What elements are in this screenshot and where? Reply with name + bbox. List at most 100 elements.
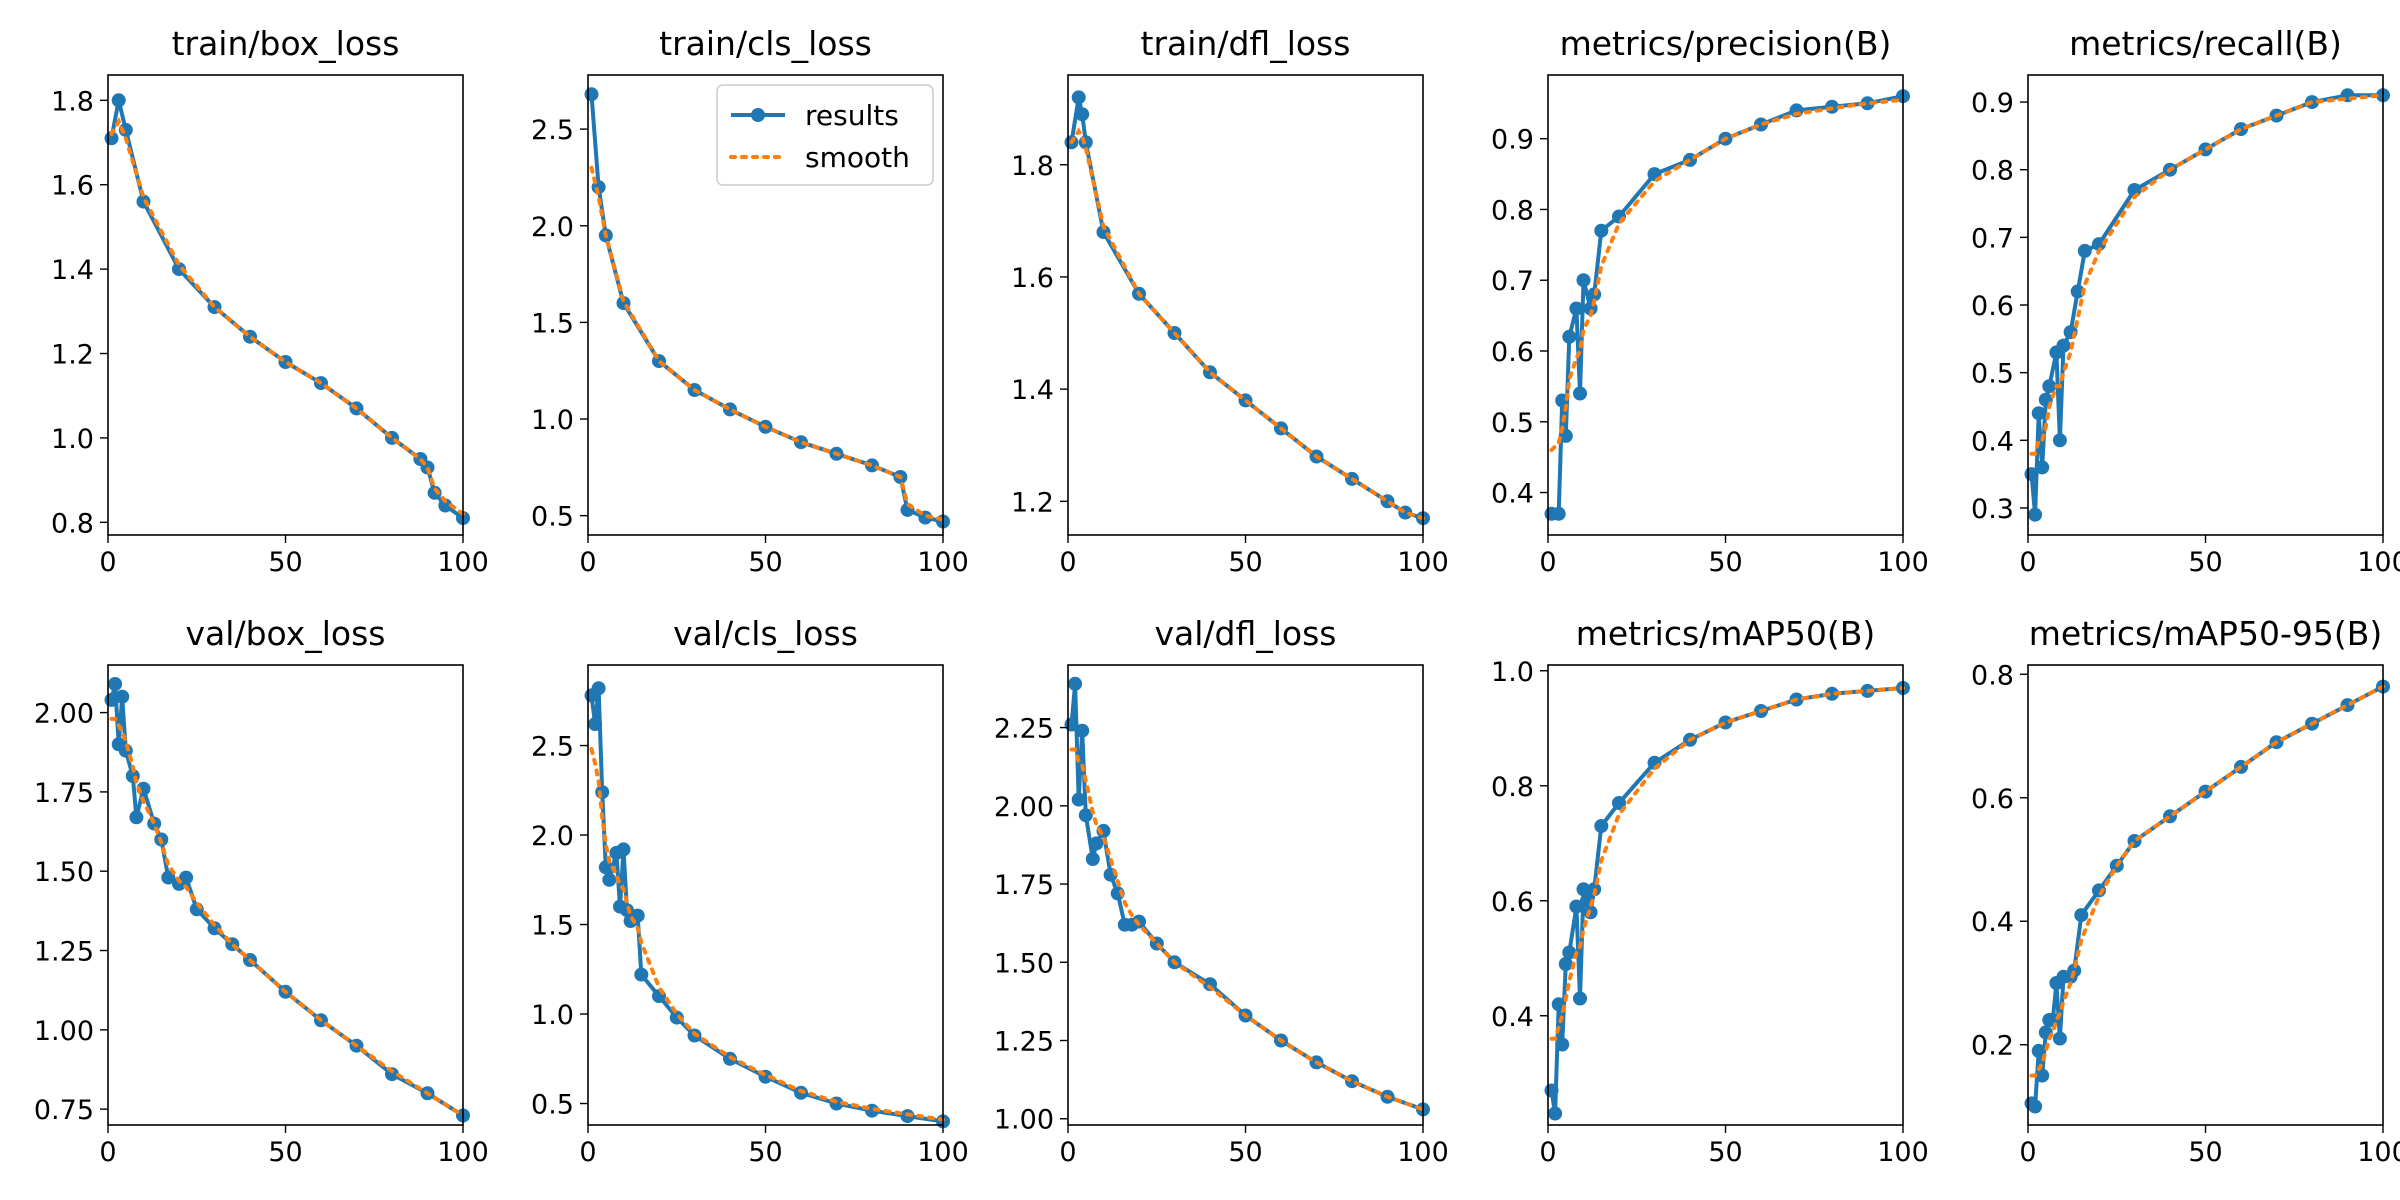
y-tick-label: 1.0 (531, 405, 574, 436)
results-point (2067, 963, 2082, 978)
results-point (2070, 284, 2085, 299)
y-tick-label: 0.3 (1971, 494, 2014, 525)
y-tick-label: 0.5 (1971, 359, 2014, 390)
y-tick-label: 0.9 (1491, 125, 1534, 156)
results-point (1555, 1037, 1570, 1052)
y-tick-label: 2.25 (994, 714, 1054, 745)
results-point (634, 967, 649, 982)
x-tick-label: 50 (268, 1137, 302, 1168)
panel-val-cls-loss: val/cls_loss 0 50 100 0.5 1.0 1.5 2.0 2.5 (531, 614, 969, 1168)
y-tick-label: 1.6 (1011, 263, 1054, 294)
plot-frame (107, 74, 464, 536)
results-point (595, 785, 610, 800)
results-line (1551, 94, 1904, 516)
results-point (1085, 852, 1100, 866)
smooth-line (109, 116, 465, 516)
x-tick-label: 50 (748, 547, 782, 578)
results-point (1071, 90, 1086, 105)
results-point (1089, 836, 1104, 851)
x-tick-label: 50 (1228, 547, 1262, 578)
results-point (2035, 1068, 2050, 1083)
x-tick-label: 0 (99, 1137, 116, 1168)
results-point (2074, 908, 2089, 923)
results-point (588, 717, 603, 732)
y-tick-label: 0.75 (34, 1095, 94, 1126)
plot-frame (1067, 74, 1424, 536)
y-tick-label: 0.6 (1491, 337, 1534, 368)
x-tick-label: 100 (1397, 547, 1449, 578)
legend-smooth-label: smooth (805, 141, 910, 174)
results-point (1068, 676, 1083, 691)
smooth-line (1549, 686, 1905, 1041)
results-point (179, 870, 194, 885)
results-point (1075, 107, 1090, 122)
results-point (2042, 379, 2057, 394)
smooth-line (1549, 97, 1905, 453)
x-tick-label: 0 (1059, 547, 1076, 578)
results-point (111, 93, 126, 108)
results-point (2340, 698, 2355, 713)
x-tick-label: 0 (1539, 547, 1556, 578)
x-tick-label: 0 (579, 1137, 596, 1168)
panel-metrics-precision-b: metrics/precision(B) 0 50 100 0.4 0.5 0.6 0.7 0.… (1491, 24, 1929, 578)
results-point (1573, 991, 1587, 1006)
y-tick-label: 0.5 (531, 1090, 574, 1121)
y-tick-label: 1.5 (531, 911, 574, 942)
results-point (1569, 899, 1584, 914)
panel-title: val/dfl_loss (1154, 614, 1336, 653)
y-tick-label: 1.0 (51, 424, 94, 455)
results-point (108, 677, 123, 691)
y-tick-label: 0.5 (531, 502, 574, 533)
y-tick-label: 1.8 (1011, 151, 1054, 182)
results-point (1594, 223, 1609, 238)
x-tick-label: 100 (917, 547, 969, 578)
x-tick-label: 50 (2188, 1137, 2222, 1168)
y-tick-label: 1.25 (34, 937, 94, 968)
smooth-line (589, 165, 945, 522)
legend-results-label: results (805, 99, 899, 132)
results-line (2030, 684, 2384, 1109)
results-point (1860, 96, 1875, 111)
y-tick-label: 0.9 (1971, 88, 2014, 119)
results-point (438, 498, 453, 513)
panel-val-dfl-loss: val/dfl_loss 0 50 100 1.00 1.25 1.50 1.75 2.00 2.… (994, 614, 1449, 1168)
y-tick-label: 1.8 (51, 86, 94, 117)
results-point (1576, 882, 1591, 897)
x-tick-label: 0 (1539, 1137, 1556, 1168)
panel-train-box-loss: train/box_loss 0 50 100 0.8 1.0 1.2 1.4 1.6 1.8 (51, 24, 489, 578)
results-line (109, 98, 465, 520)
results-point (2031, 406, 2046, 421)
legend-results-marker (751, 108, 765, 122)
x-tick-label: 50 (1708, 1137, 1742, 1168)
panel-title: train/box_loss (172, 24, 400, 63)
y-tick-label: 2.5 (531, 732, 574, 763)
x-tick-label: 0 (2019, 547, 2036, 578)
results-point (1569, 301, 1584, 316)
results-point (1544, 1083, 1559, 1098)
y-tick-label: 1.50 (994, 948, 1054, 979)
panel-metrics-map50-95-b: metrics/mAP50-95(B) 0 50 100 0.2 0.4 0.6 0.8 (1971, 614, 2400, 1168)
results-point (129, 810, 144, 825)
plot-frame (587, 664, 944, 1126)
y-tick-label: 0.5 (1491, 408, 1534, 439)
y-tick-label: 0.6 (1491, 887, 1534, 918)
results-point (1548, 1106, 1563, 1121)
y-tick-label: 1.6 (51, 171, 94, 202)
x-tick-label: 50 (1708, 547, 1742, 578)
y-tick-label: 1.4 (1011, 375, 1054, 406)
panel-train-dfl-loss: train/dfl_loss 0 50 100 1.2 1.4 1.6 1.8 (1011, 24, 1449, 578)
smooth-line (1069, 127, 1425, 521)
x-tick-label: 0 (99, 547, 116, 578)
results-point (1825, 686, 1839, 701)
x-tick-label: 100 (437, 1137, 489, 1168)
panel-title: metrics/recall(B) (2069, 24, 2342, 63)
y-tick-label: 0.8 (51, 508, 94, 539)
y-tick-label: 0.8 (1491, 195, 1534, 226)
results-line (1069, 681, 1424, 1112)
y-tick-label: 0.8 (1491, 772, 1534, 803)
x-tick-label: 50 (1228, 1137, 1262, 1168)
y-tick-label: 1.4 (51, 255, 94, 286)
x-tick-label: 100 (2357, 1137, 2400, 1168)
y-tick-label: 1.00 (34, 1016, 94, 1047)
legend: results smooth (716, 84, 934, 186)
